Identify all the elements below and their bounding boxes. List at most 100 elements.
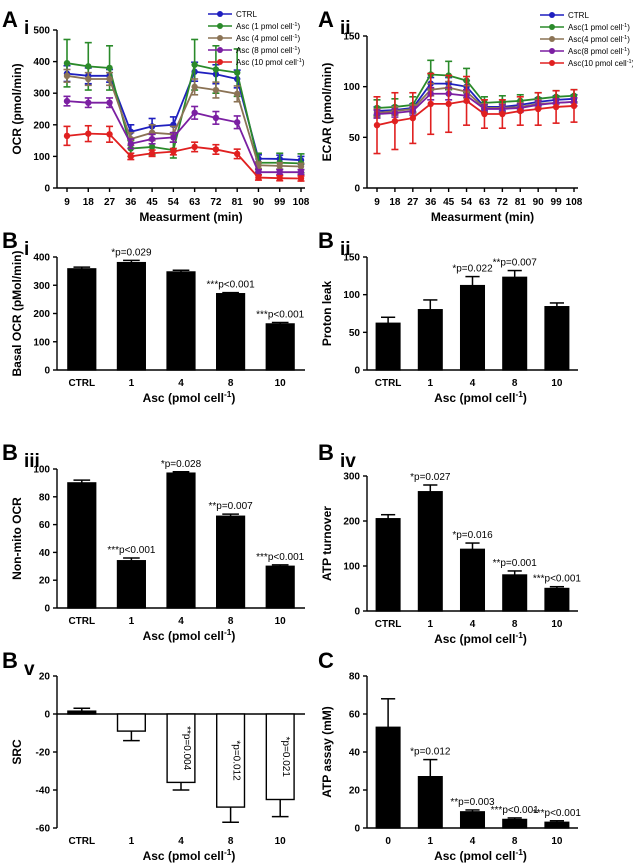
series-line <box>66 74 302 168</box>
legend-label: CTRL <box>568 11 589 20</box>
y-tick-label: 100 <box>33 337 50 348</box>
data-point <box>409 114 417 122</box>
y-axis-title: ATP turnover <box>320 506 334 581</box>
data-point <box>233 69 241 76</box>
data-point <box>148 150 156 157</box>
x-tick-label: 108 <box>566 197 583 208</box>
data-point <box>276 162 283 170</box>
x-tick-label: CTRL <box>68 378 95 389</box>
bar <box>417 309 443 371</box>
panel-letter: B <box>318 228 334 253</box>
x-tick-label: 4 <box>470 378 476 389</box>
x-tick-label: 10 <box>551 836 563 847</box>
data-point <box>170 148 177 155</box>
x-tick-label: CTRL <box>375 378 402 389</box>
panel-sublabel: i <box>24 239 29 260</box>
legend: CTRL Asc (1 pmol cell-1) Asc (4 pmol cell-… <box>208 10 305 67</box>
y-axis-title: ATP assay (mM) <box>320 706 334 798</box>
x-tick-label: 63 <box>479 197 491 208</box>
data-point <box>570 102 578 110</box>
data-point <box>63 132 71 140</box>
y-tick-label: 40 <box>349 748 361 759</box>
series-5 <box>373 72 578 155</box>
x-tick-label: 8 <box>512 619 518 630</box>
p-value-label: ***p<0.001 <box>256 552 305 563</box>
data-point <box>255 174 262 181</box>
x-tick-label: 10 <box>275 616 287 627</box>
x-tick-label: 4 <box>178 616 184 627</box>
x-tick-label: 72 <box>210 197 222 208</box>
x-tick-label: 45 <box>443 197 455 208</box>
p-value-label: ***p<0.001 <box>256 310 305 321</box>
y-tick-label: 20 <box>39 576 51 587</box>
x-axis-title: Asc (pmol cell-1) <box>143 389 236 405</box>
bar <box>67 268 97 371</box>
p-value-label: *p=0.012 <box>231 740 242 781</box>
bar <box>166 472 196 609</box>
data-point <box>445 100 452 108</box>
y-tick-label: 300 <box>343 472 360 483</box>
x-tick-label: 9 <box>374 197 380 208</box>
x-tick-label: 90 <box>533 197 545 208</box>
x-tick-label: 8 <box>512 836 518 847</box>
y-tick-label: 300 <box>33 281 50 292</box>
bar <box>116 560 146 609</box>
panel-letter: B <box>2 228 18 253</box>
y-axis-title: OCR (pmol/min) <box>10 63 24 154</box>
x-tick-label: 72 <box>497 197 509 208</box>
p-value-label: ***p<0.001 <box>533 574 582 585</box>
bar <box>375 726 401 829</box>
y-tick-label: 0 <box>354 824 360 835</box>
bar <box>375 322 401 371</box>
data-point <box>191 83 198 91</box>
x-tick-label: 45 <box>147 197 159 208</box>
y-tick-label: 80 <box>349 672 361 683</box>
p-value-label: ***p<0.001 <box>107 545 156 556</box>
legend: CTRL Asc(1 pmol cell-1) Asc(4 pmol cell-1)… <box>540 11 633 68</box>
x-tick-label: 4 <box>178 378 184 389</box>
y-tick-label: 100 <box>343 562 360 573</box>
legend-marker <box>217 59 223 65</box>
data-point <box>106 64 113 72</box>
x-axis-title: Measurment (min) <box>139 210 242 224</box>
data-point <box>517 107 524 115</box>
legend-label: Asc (1 pmol cell-1) <box>236 22 300 31</box>
y-tick-label: 150 <box>343 253 360 264</box>
data-point <box>85 130 92 137</box>
y-tick-label: 0 <box>354 366 360 377</box>
x-tick-label: 8 <box>228 378 234 389</box>
y-tick-label: 20 <box>39 672 51 683</box>
data-point <box>391 117 399 125</box>
data-point <box>276 175 283 182</box>
data-point <box>127 153 135 160</box>
x-tick-label: 1 <box>428 619 434 630</box>
x-tick-label: 99 <box>551 197 563 208</box>
legend-marker <box>549 36 555 42</box>
y-tick-label: 100 <box>343 290 360 301</box>
bar <box>265 565 295 609</box>
legend-label: Asc (10 pmol cell-1) <box>236 58 305 67</box>
legend-label: Asc(8 pmol cell-1) <box>568 47 630 56</box>
data-point <box>85 75 92 83</box>
x-tick-label: 10 <box>551 619 563 630</box>
data-point <box>499 110 506 118</box>
panel-letter: C <box>318 648 334 673</box>
data-point <box>63 59 71 67</box>
series-5 <box>63 124 305 182</box>
p-value-label: ***p<0.001 <box>207 280 256 291</box>
bar <box>417 491 443 612</box>
bar <box>67 710 97 715</box>
bar <box>417 776 443 829</box>
x-tick-label: CTRL <box>375 619 402 630</box>
bar <box>265 713 295 801</box>
data-point <box>212 114 220 122</box>
y-tick-label: 400 <box>33 253 50 264</box>
data-point <box>191 109 198 116</box>
y-tick-label: 0 <box>354 607 360 618</box>
x-axis-title: Asc (pmol cell-1) <box>434 389 527 405</box>
panel-sublabel: iv <box>340 451 356 472</box>
panel-c: C 0 20 40 60 80 ATP assay (mM) 0 1 *p=0.012 4 **p=0… <box>318 648 581 863</box>
